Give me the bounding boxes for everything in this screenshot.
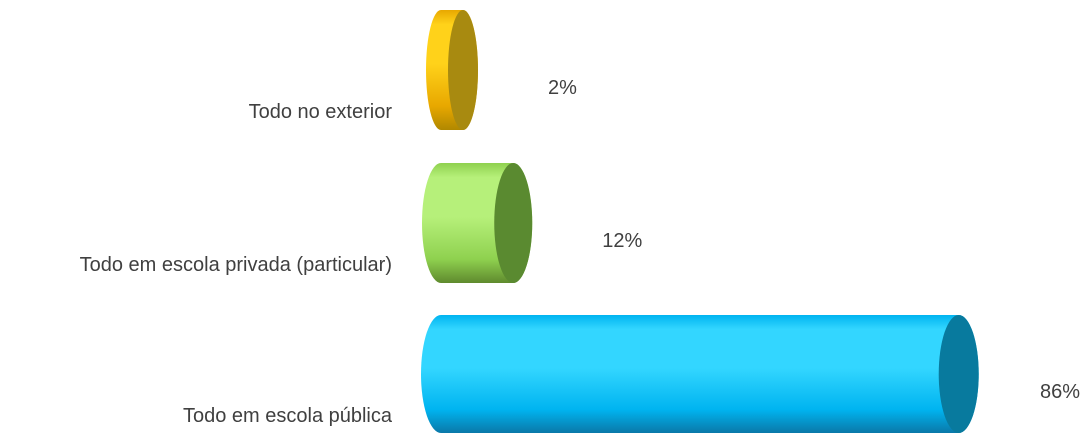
bar-todo-em-escola-privada-particular [422,163,533,283]
bar-todo-no-exterior [426,10,478,130]
bar-todo-em-escola-publica [421,315,979,433]
bar-body [421,315,979,433]
bar-end-cap [938,315,979,433]
category-labels: Todo no exterior Todo em escola privada (… [80,101,393,427]
value-label: 12% [602,230,642,252]
category-label: Todo em escola privada (particular) [80,254,392,276]
bar-end-cap [448,10,478,130]
bar-end-cap [494,163,533,283]
value-labels: 2% 12% 86% [548,77,1080,403]
category-label: Todo no exterior [249,101,393,123]
value-label: 2% [548,77,577,99]
value-label: 86% [1040,381,1080,403]
category-label: Todo em escola pública [183,405,393,427]
bars-group [421,10,979,433]
